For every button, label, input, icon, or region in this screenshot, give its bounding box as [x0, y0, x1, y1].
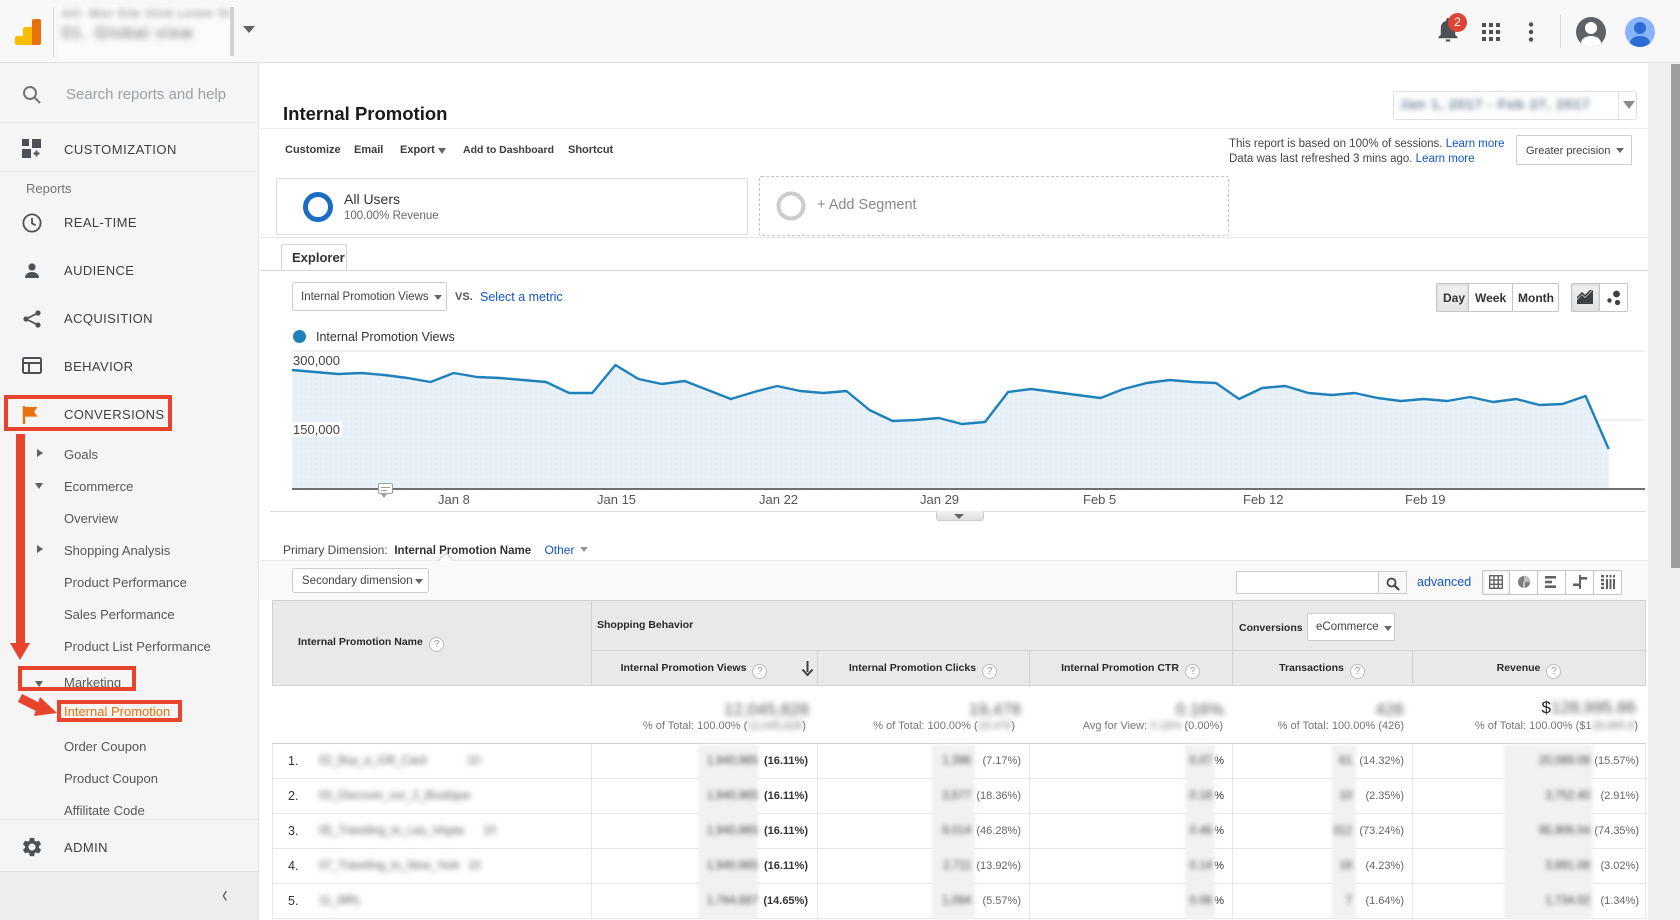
- svg-text:150,000: 150,000: [293, 422, 340, 437]
- svg-text:Feb 12: Feb 12: [1243, 492, 1283, 507]
- svg-text:Jan 15: Jan 15: [597, 492, 636, 507]
- svg-text:Jan 8: Jan 8: [438, 492, 470, 507]
- svg-text:Jan 22: Jan 22: [759, 492, 798, 507]
- svg-text:Jan 29: Jan 29: [920, 492, 959, 507]
- svg-text:Feb 5: Feb 5: [1083, 492, 1116, 507]
- svg-text:Feb 19: Feb 19: [1405, 492, 1445, 507]
- svg-text:300,000: 300,000: [293, 353, 340, 368]
